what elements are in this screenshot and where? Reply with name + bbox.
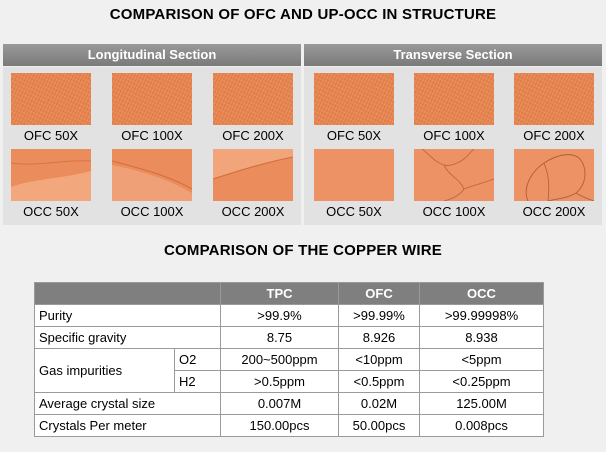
micrograph-caption: OCC 200X [522, 204, 586, 219]
table-row-specific-gravity: Specific gravity 8.75 8.926 8.938 [34, 326, 544, 349]
micrograph-trans-ofc-200x: OFC 200X [514, 73, 594, 143]
micrograph-image [414, 73, 494, 125]
cell-tpc: 150.00pcs [220, 414, 339, 437]
table-row-crystal-size: Average crystal size 0.007M 0.02M 125.00… [34, 392, 544, 415]
table-header-empty [34, 282, 221, 305]
row-label: Specific gravity [34, 326, 221, 349]
cell-occ: 8.938 [419, 326, 544, 349]
cell-ofc: >99.99% [338, 304, 420, 327]
table-header-row: TPC OFC OCC [34, 282, 544, 305]
cell-tpc: 0.007M [220, 392, 339, 415]
cell-tpc: >0.5ppm [220, 370, 339, 393]
micrograph-image [112, 73, 192, 125]
micrograph-caption: OFC 100X [121, 128, 183, 143]
column-header-tpc: TPC [220, 282, 339, 305]
micrograph-image [414, 149, 494, 201]
cell-occ: <0.25ppm [419, 370, 544, 393]
transverse-section-header: Transverse Section [304, 44, 602, 67]
structure-title: COMPARISON OF OFC AND UP-OCC IN STRUCTUR… [109, 6, 497, 23]
micrograph-image [213, 149, 293, 201]
cell-tpc: 8.75 [220, 326, 339, 349]
column-header-occ: OCC [419, 282, 544, 305]
micrograph-caption: OFC 50X [23, 128, 79, 143]
micrograph-long-occ-200x: OCC 200X [213, 149, 293, 219]
micrograph-caption: OFC 200X [523, 128, 585, 143]
table-row-purity: Purity >99.9% >99.99% >99.99998% [34, 304, 544, 327]
micrograph-caption: OCC 50X [326, 204, 382, 219]
micrograph-image [112, 149, 192, 201]
micrograph-caption: OCC 50X [23, 204, 79, 219]
table-row-gas-h2: H2 >0.5ppm <0.5ppm <0.25ppm [35, 370, 544, 393]
micrograph-caption: OCC 200X [221, 204, 285, 219]
micrograph-long-ofc-50x: OFC 50X [11, 73, 91, 143]
micrograph-image [314, 73, 394, 125]
micrograph-long-occ-50x: OCC 50X [11, 149, 91, 219]
micrograph-trans-occ-50x: OCC 50X [314, 149, 394, 219]
micrograph-image [11, 73, 91, 125]
row-sublabel-h2: H2 [174, 370, 221, 393]
cell-ofc: 0.02M [338, 392, 420, 415]
cell-ofc: <0.5ppm [338, 370, 420, 393]
longitudinal-section-panel: Longitudinal Section OFC 50X OFC 100X OF… [3, 44, 301, 225]
micrograph-caption: OFC 50X [326, 128, 382, 143]
row-label: Crystals Per meter [34, 414, 221, 437]
micrograph-image [213, 73, 293, 125]
micrograph-long-occ-100x: OCC 100X [112, 149, 192, 219]
column-header-ofc: OFC [338, 282, 420, 305]
micrograph-image [514, 149, 594, 201]
micrograph-image [514, 73, 594, 125]
cell-ofc: 50.00pcs [338, 414, 420, 437]
row-label-gas-impurities: Gas impurities [34, 348, 175, 393]
micrograph-caption: OFC 100X [423, 128, 485, 143]
micrograph-caption: OCC 100X [422, 204, 486, 219]
cell-tpc: 200~500ppm [220, 348, 339, 371]
micrograph-trans-occ-200x: OCC 200X [514, 149, 594, 219]
table-row-crystals-per-meter: Crystals Per meter 150.00pcs 50.00pcs 0.… [34, 414, 544, 437]
copper-wire-comparison-table: TPC OFC OCC Purity >99.9% >99.99% >99.99… [34, 282, 544, 437]
cell-occ: 0.008pcs [419, 414, 544, 437]
micrograph-trans-occ-100x: OCC 100X [414, 149, 494, 219]
micrograph-caption: OCC 100X [120, 204, 184, 219]
cell-occ: 125.00M [419, 392, 544, 415]
cell-ofc: <10ppm [338, 348, 420, 371]
row-label: Average crystal size [34, 392, 221, 415]
cell-ofc: 8.926 [338, 326, 420, 349]
copper-wire-title: COMPARISON OF THE COPPER WIRE [163, 242, 443, 259]
cell-tpc: >99.9% [220, 304, 339, 327]
micrograph-image [314, 149, 394, 201]
micrograph-trans-ofc-100x: OFC 100X [414, 73, 494, 143]
table-row-gas-o2: Gas impurities O2 200~500ppm <10ppm <5pp… [34, 348, 544, 393]
micrograph-trans-ofc-50x: OFC 50X [314, 73, 394, 143]
micrograph-long-ofc-200x: OFC 200X [213, 73, 293, 143]
row-sublabel-o2: O2 [174, 348, 221, 371]
micrograph-long-ofc-100x: OFC 100X [112, 73, 192, 143]
cell-occ: >99.99998% [419, 304, 544, 327]
transverse-section-panel: Transverse Section OFC 50X OFC 100X OFC … [304, 44, 602, 225]
row-label: Purity [34, 304, 221, 327]
micrograph-caption: OFC 200X [222, 128, 284, 143]
longitudinal-section-header: Longitudinal Section [3, 44, 301, 67]
cell-occ: <5ppm [419, 348, 544, 371]
micrograph-image [11, 149, 91, 201]
